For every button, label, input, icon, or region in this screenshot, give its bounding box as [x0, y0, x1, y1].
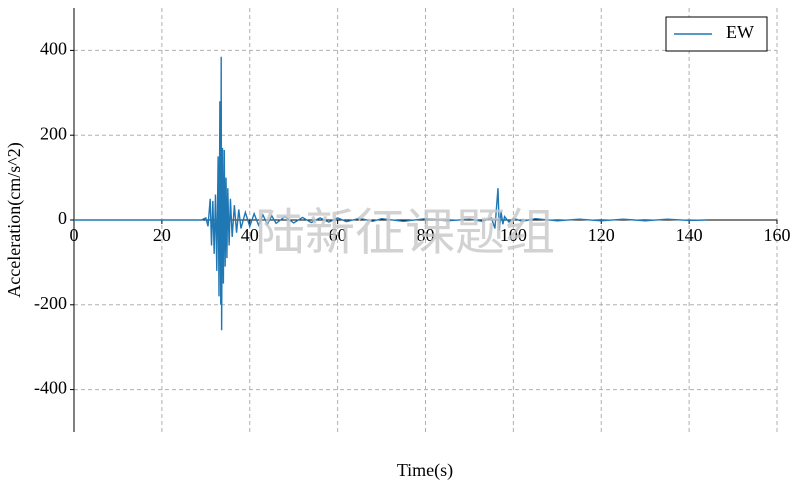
- y-tick-label: -400: [34, 378, 67, 398]
- y-axis-label: Acceleration(cm/s^2): [4, 142, 25, 297]
- x-axis-label: Time(s): [397, 460, 453, 481]
- x-tick-label: 120: [588, 225, 615, 245]
- x-tick-label: 140: [676, 225, 703, 245]
- legend-label: EW: [726, 22, 754, 42]
- x-tick-label: 160: [764, 225, 791, 245]
- y-tick-label: -200: [34, 293, 67, 313]
- x-tick-label: 40: [241, 225, 259, 245]
- watermark: 陆新征课题组: [255, 204, 555, 260]
- y-tick-label: 200: [40, 123, 67, 143]
- x-tick-label: 80: [417, 225, 435, 245]
- data-line: [74, 56, 707, 331]
- y-tick-label: 0: [58, 208, 67, 228]
- x-tick-label: 100: [500, 225, 527, 245]
- x-tick-label: 60: [329, 225, 347, 245]
- y-tick-label: 400: [40, 39, 67, 59]
- x-tick-label: 20: [153, 225, 171, 245]
